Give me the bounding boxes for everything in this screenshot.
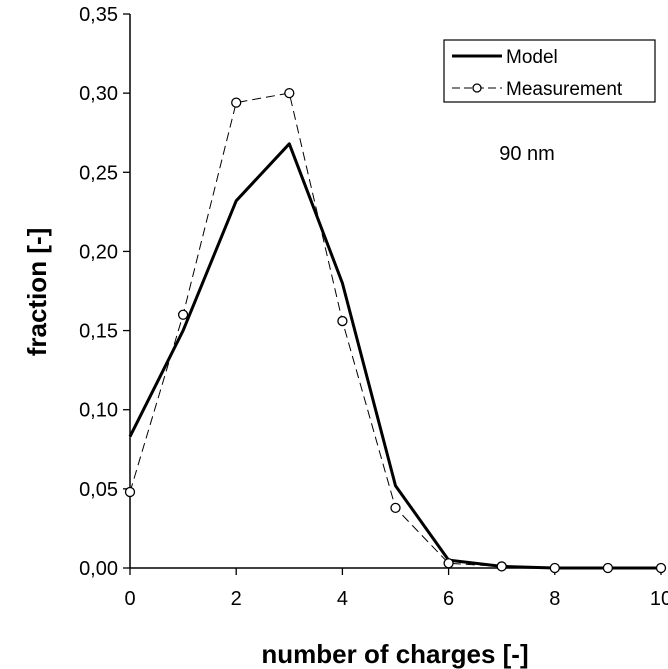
y-tick-label: 0,35	[79, 4, 118, 26]
x-tick-label: 10	[650, 588, 668, 610]
x-tick-label: 4	[337, 588, 348, 610]
y-tick-label: 0,15	[79, 321, 118, 343]
x-ticks: 0 2 4 6 8 10	[124, 568, 668, 610]
legend-measurement-marker	[472, 83, 482, 93]
chart-annotation: 90 nm	[499, 143, 555, 165]
y-tick-label: 0,10	[79, 400, 118, 422]
y-tick-label: 0,30	[79, 83, 118, 105]
x-tick-label: 6	[443, 588, 454, 610]
measurement-point	[443, 558, 454, 569]
measurement-point	[390, 502, 401, 514]
measurement-point	[655, 562, 667, 574]
x-axis-label: number of charges [-]	[261, 639, 528, 669]
legend: Model Measurement	[443, 39, 656, 103]
measurement-point	[602, 562, 614, 574]
measurement-point	[177, 309, 189, 320]
series-layer	[124, 87, 667, 574]
x-tick-label: 0	[124, 588, 135, 610]
measurement-point	[284, 87, 295, 99]
measurement-point	[549, 562, 560, 574]
measurement-point	[124, 486, 136, 498]
y-ticks: 0,00 0,05 0,10 0,15 0,20 0,25 0,30 0,35	[79, 4, 130, 580]
x-tick-label: 2	[231, 588, 242, 610]
y-tick-label: 0,20	[79, 241, 118, 263]
y-tick-label: 0,05	[79, 479, 118, 501]
legend-model-label: Model	[506, 47, 558, 68]
y-tick-label: 0,25	[79, 162, 118, 184]
x-tick-label: 8	[549, 588, 560, 610]
measurement-line	[129, 92, 661, 569]
measurement-point	[231, 97, 242, 108]
measurement-point	[337, 315, 348, 327]
legend-measurement-label: Measurement	[506, 79, 623, 100]
measurement-point	[496, 561, 507, 572]
y-tick-label: 0,00	[79, 558, 118, 580]
y-axis-label: fraction [-]	[22, 228, 52, 357]
